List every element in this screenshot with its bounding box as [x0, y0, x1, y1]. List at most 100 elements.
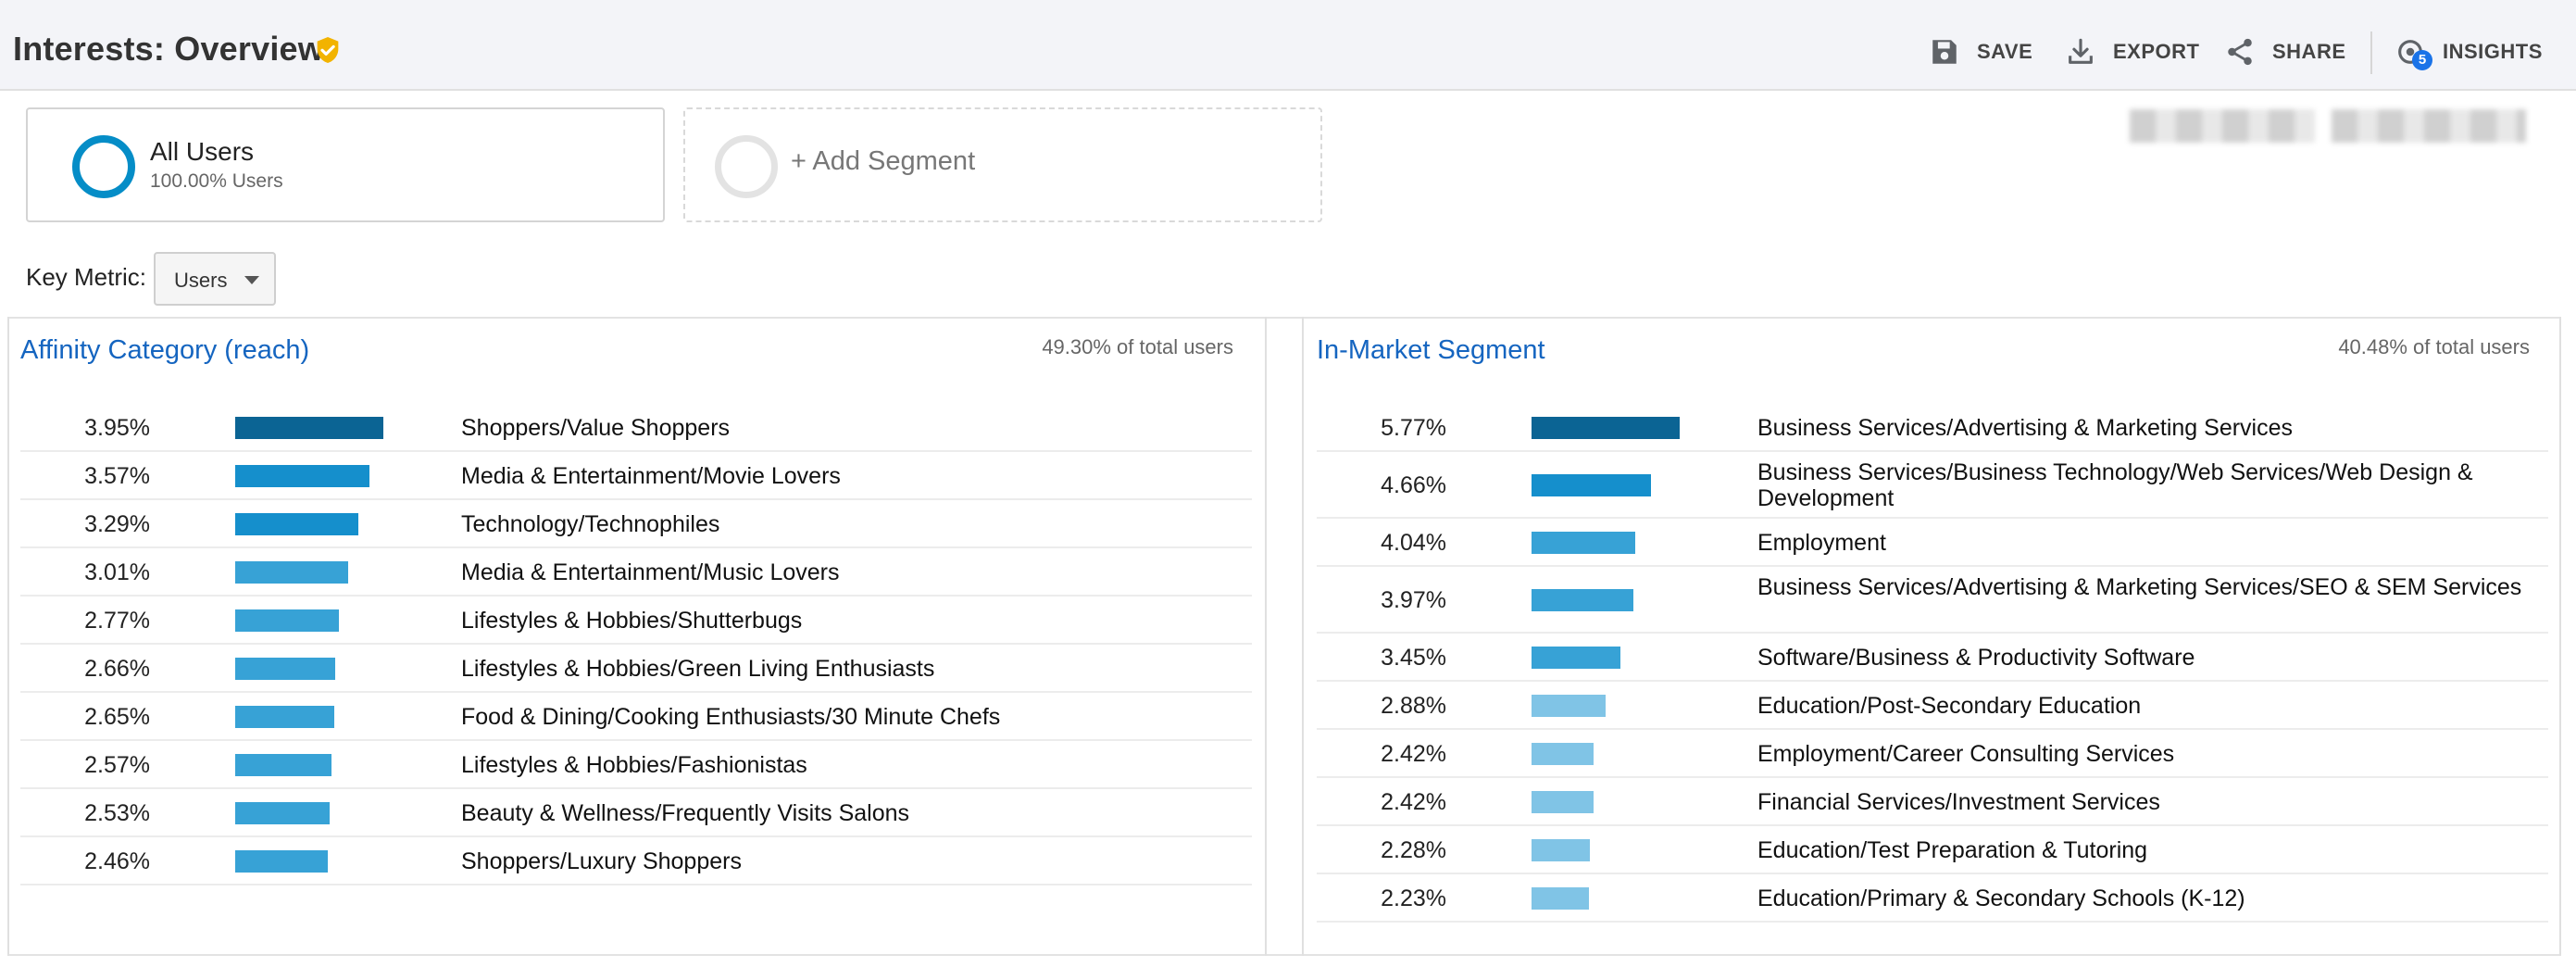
share-button[interactable]: SHARE: [2224, 33, 2346, 70]
add-segment-label: + Add Segment: [791, 146, 976, 176]
save-icon: [1932, 40, 1957, 64]
row-percentage: 2.46%: [84, 848, 150, 874]
row-category-link[interactable]: Shoppers/Luxury Shoppers: [461, 848, 742, 874]
table-row: 3.57% Media & Entertainment/Movie Lovers: [20, 452, 1252, 500]
row-percentage: 2.57%: [84, 752, 150, 778]
row-percentage: 2.53%: [84, 800, 150, 826]
table-row: 2.53% Beauty & Wellness/Frequently Visits…: [20, 789, 1252, 837]
table-row: 5.77% Business Services/Advertising & Mar…: [1317, 404, 2548, 452]
row-percentage: 5.77%: [1381, 415, 1446, 441]
row-percentage: 3.97%: [1381, 587, 1446, 613]
row-percentage: 2.42%: [1381, 741, 1446, 767]
toolbar-divider: [2370, 31, 2372, 74]
row-category-link[interactable]: Food & Dining/Cooking Enthusiasts/30 Min…: [461, 704, 1001, 730]
row-bar: [235, 658, 335, 680]
table-row: 2.28% Education/Test Preparation & Tutori…: [1317, 826, 2548, 874]
row-category-link[interactable]: Financial Services/Investment Services: [1757, 789, 2160, 815]
row-percentage: 2.65%: [84, 704, 150, 730]
row-bar: [235, 850, 328, 873]
row-category-link[interactable]: Business Services/Advertising & Marketin…: [1757, 574, 2522, 600]
row-category-link[interactable]: Education/Primary & Secondary Schools (K…: [1757, 885, 2245, 911]
row-category-link[interactable]: Business Services/Business Technology/We…: [1757, 459, 2473, 511]
row-category-link[interactable]: Media & Entertainment/Music Lovers: [461, 559, 840, 585]
row-bar: [1532, 791, 1594, 813]
row-percentage: 2.77%: [84, 608, 150, 634]
redacted-date-range: [2130, 109, 2528, 150]
row-bar: [1532, 695, 1606, 717]
report-header: Interests: Overview: [0, 0, 2576, 91]
row-category-link[interactable]: Business Services/Advertising & Marketin…: [1757, 415, 2294, 441]
table-row: 2.42% Employment/Career Consulting Servic…: [1317, 730, 2548, 778]
segment-name: All Users: [150, 137, 255, 166]
row-category-link[interactable]: Media & Entertainment/Movie Lovers: [461, 463, 841, 489]
affinity-category-link[interactable]: Affinity Category (reach): [20, 335, 310, 365]
row-bar: [235, 754, 331, 776]
in-market-segment-link[interactable]: In-Market Segment: [1317, 335, 1545, 365]
row-bar: [1532, 532, 1635, 554]
caret-down-icon: [244, 276, 259, 284]
table-row: 2.77% Lifestyles & Hobbies/Shutterbugs: [20, 597, 1252, 645]
row-bar: [1532, 647, 1620, 669]
table-row: 4.04% Employment: [1317, 519, 2548, 567]
row-bar: [235, 513, 358, 535]
table-row: 2.65% Food & Dining/Cooking Enthusiasts/3…: [20, 693, 1252, 741]
table-row: 3.01% Media & Entertainment/Music Lovers: [20, 548, 1252, 597]
segment-share: 100.00% Users: [150, 170, 283, 192]
row-percentage: 2.42%: [1381, 789, 1446, 815]
row-bar: [235, 609, 339, 632]
row-category-link[interactable]: Shoppers/Value Shoppers: [461, 415, 731, 441]
table-row: 2.57% Lifestyles & Hobbies/Fashionistas: [20, 741, 1252, 789]
table-row: 3.45% Software/Business & Productivity So…: [1317, 634, 2548, 682]
row-bar: [1532, 417, 1680, 439]
in-market-total-pct: 40.48% of total users: [2338, 335, 2530, 358]
segment-all-users[interactable]: All Users 100.00% Users: [26, 107, 665, 222]
table-row: 3.95% Shoppers/Value Shoppers: [20, 404, 1252, 452]
row-percentage: 2.28%: [1381, 837, 1446, 863]
insights-button[interactable]: INSIGHTS: [2395, 33, 2543, 70]
save-button[interactable]: SAVE: [1929, 33, 2032, 70]
row-category-link[interactable]: Employment/Career Consulting Services: [1757, 741, 2175, 767]
table-row: 4.66% Business Services/Business Technolo…: [1317, 452, 2548, 519]
affinity-total-pct: 49.30% of total users: [1042, 335, 1233, 358]
verified-badge-icon: [317, 37, 339, 63]
row-bar: [235, 706, 334, 728]
insights-label: INSIGHTS: [2443, 40, 2543, 63]
table-row: 2.88% Education/Post-Secondary Education: [1317, 682, 2548, 730]
row-percentage: 2.88%: [1381, 693, 1446, 719]
row-bar: [1532, 474, 1651, 496]
row-category-link[interactable]: Lifestyles & Hobbies/Shutterbugs: [461, 608, 803, 634]
row-category-link[interactable]: Lifestyles & Hobbies/Green Living Enthus…: [461, 656, 935, 682]
row-percentage: 3.57%: [84, 463, 150, 489]
row-category-link[interactable]: Technology/Technophiles: [461, 511, 720, 537]
row-percentage: 3.45%: [1381, 645, 1446, 671]
row-category-link[interactable]: Education/Test Preparation & Tutoring: [1757, 837, 2148, 863]
row-category-link[interactable]: Employment: [1757, 530, 1886, 556]
row-percentage: 3.95%: [84, 415, 150, 441]
row-category-link[interactable]: Software/Business & Productivity Softwar…: [1757, 645, 2195, 671]
add-segment-button[interactable]: + Add Segment: [683, 107, 1322, 222]
table-row: 2.66% Lifestyles & Hobbies/Green Living E…: [20, 645, 1252, 693]
table-row: 2.23% Education/Primary & Secondary Schoo…: [1317, 874, 2548, 923]
row-bar: [1532, 839, 1590, 861]
segment-ring-icon: [72, 135, 135, 198]
redacted-block: [2332, 109, 2526, 143]
key-metric-dropdown[interactable]: Users: [154, 252, 276, 306]
row-category-link[interactable]: Beauty & Wellness/Frequently Visits Salo…: [461, 800, 910, 826]
panel-border: [2559, 317, 2561, 956]
row-percentage: 3.01%: [84, 559, 150, 585]
page-title: Interests: Overview: [13, 30, 324, 68]
key-metric-value: Users: [174, 269, 228, 292]
row-percentage: 2.23%: [1381, 885, 1446, 911]
row-bar: [235, 465, 369, 487]
export-button[interactable]: EXPORT: [2065, 33, 2199, 70]
row-bar: [235, 802, 330, 824]
row-category-link[interactable]: Education/Post-Secondary Education: [1757, 693, 2142, 719]
row-percentage: 2.66%: [84, 656, 150, 682]
share-label: SHARE: [2272, 40, 2346, 63]
row-bar: [235, 561, 348, 584]
row-bar: [1532, 743, 1594, 765]
row-bar: [1532, 887, 1589, 910]
share-icon: [2228, 38, 2252, 66]
row-category-link[interactable]: Lifestyles & Hobbies/Fashionistas: [461, 752, 807, 778]
table-row: 2.46% Shoppers/Luxury Shoppers: [20, 837, 1252, 885]
